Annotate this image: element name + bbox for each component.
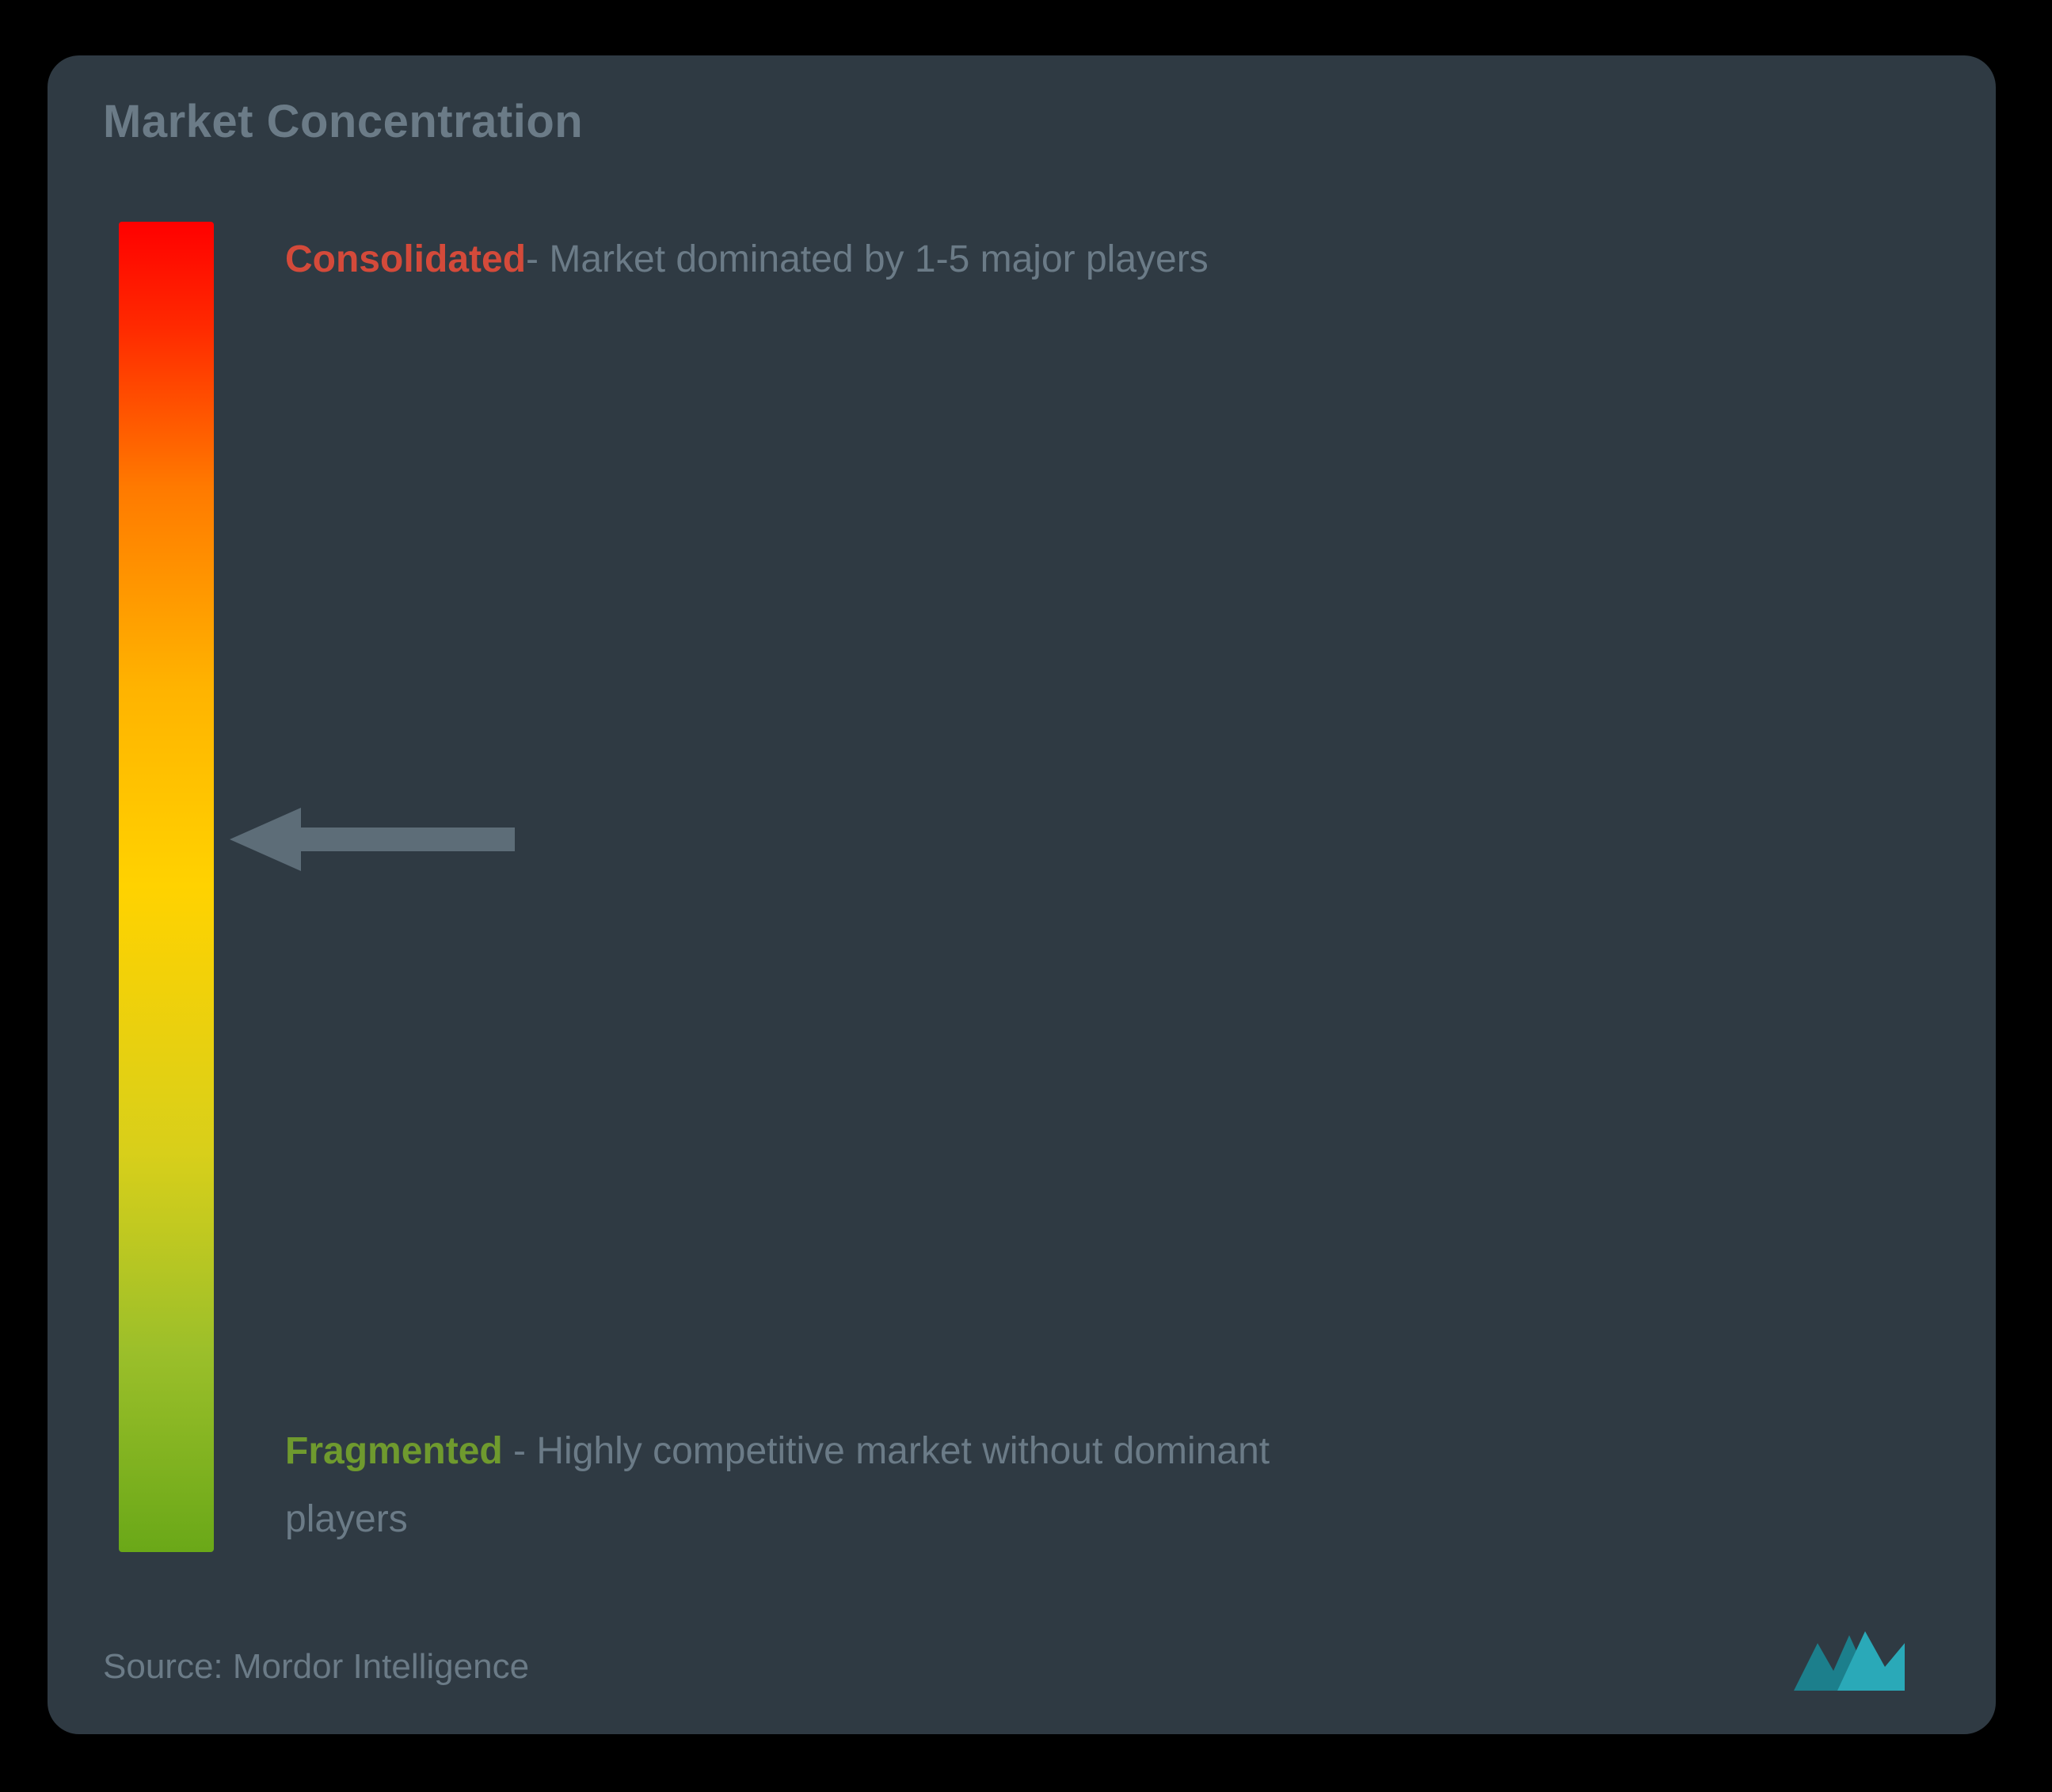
source-footer: Source: Mordor Intelligence xyxy=(103,1647,529,1687)
consolidated-bold: Consolidated xyxy=(285,238,526,280)
card-title: Market Concentration xyxy=(103,95,583,148)
logo-icon xyxy=(1794,1631,1905,1691)
consolidated-desc: - Market dominated by 1-5 major players xyxy=(526,238,1209,280)
fragmented-bold: Fragmented xyxy=(285,1430,503,1472)
fragmented-label: Fragmented - Highly competitive market w… xyxy=(285,1417,1394,1554)
arrow-icon xyxy=(230,808,515,871)
position-arrow xyxy=(230,800,523,879)
mordor-logo xyxy=(1790,1623,1909,1695)
concentration-gradient-bar xyxy=(119,222,214,1552)
market-concentration-card: Market Concentration Consolidated- Marke… xyxy=(48,55,1996,1734)
consolidated-label: Consolidated- Market dominated by 1-5 ma… xyxy=(285,226,1394,294)
